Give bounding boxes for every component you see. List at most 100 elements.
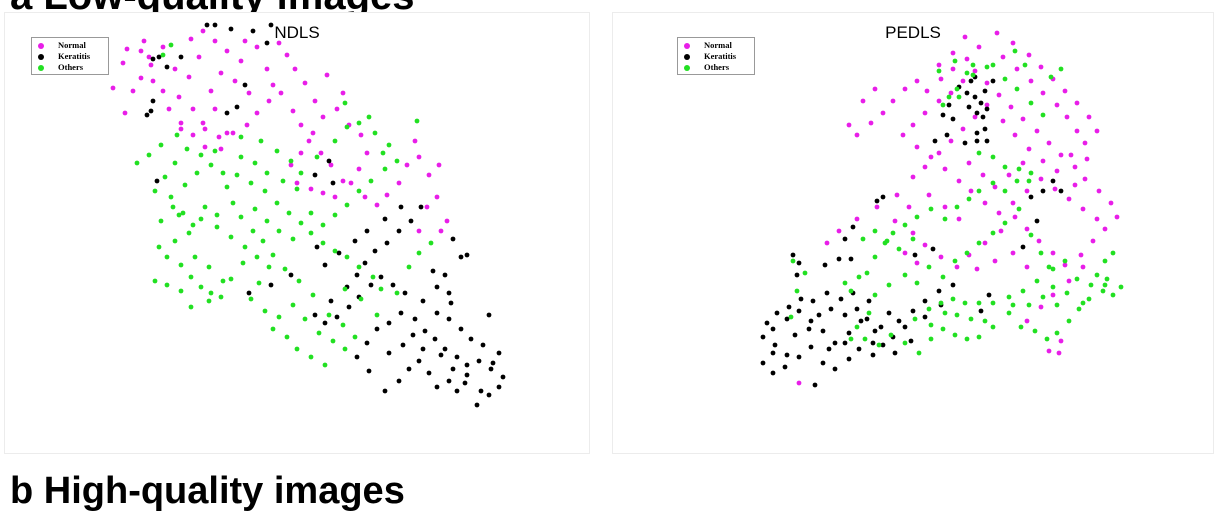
point-others [1048, 74, 1054, 80]
point-others [1066, 318, 1072, 324]
point-others [158, 218, 164, 224]
point-normal [1020, 116, 1026, 122]
point-others [890, 230, 896, 236]
point-others [964, 70, 970, 76]
point-normal [1072, 182, 1078, 188]
point-normal [166, 106, 172, 112]
point-others [954, 312, 960, 318]
point-keratitis [144, 112, 150, 118]
point-others [340, 322, 346, 328]
point-normal [998, 228, 1004, 234]
point-normal [972, 114, 978, 120]
point-others [1040, 112, 1046, 118]
point-others [374, 312, 380, 318]
point-normal [926, 192, 932, 198]
point-others [1100, 288, 1106, 294]
point-normal [928, 154, 934, 160]
point-normal [130, 88, 136, 94]
point-normal [348, 180, 354, 186]
point-normal [416, 154, 422, 160]
point-normal [150, 78, 156, 84]
point-keratitis [430, 268, 436, 274]
point-others [344, 202, 350, 208]
point-others [802, 270, 808, 276]
point-keratitis [268, 22, 274, 28]
point-normal [982, 200, 988, 206]
point-others [990, 154, 996, 160]
point-others [186, 230, 192, 236]
point-others [952, 332, 958, 338]
point-others [308, 210, 314, 216]
point-normal [1074, 128, 1080, 134]
point-keratitis [434, 310, 440, 316]
point-keratitis [984, 106, 990, 112]
point-others [276, 228, 282, 234]
point-normal [1038, 304, 1044, 310]
point-normal [1028, 78, 1034, 84]
legend-swatch [38, 54, 44, 61]
point-others [976, 300, 982, 306]
point-others [394, 158, 400, 164]
point-others [160, 52, 166, 58]
point-normal [302, 80, 308, 86]
point-normal [922, 242, 928, 248]
point-others [206, 264, 212, 270]
point-keratitis [962, 140, 968, 146]
point-others [962, 300, 968, 306]
point-normal [1108, 200, 1114, 206]
point-normal [1036, 238, 1042, 244]
point-others [1028, 100, 1034, 106]
point-normal [1064, 114, 1070, 120]
point-keratitis [446, 316, 452, 322]
point-others [926, 264, 932, 270]
point-keratitis [398, 204, 404, 210]
point-keratitis [824, 290, 830, 296]
scatter-plot-area [110, 22, 506, 408]
point-others [416, 250, 422, 256]
point-keratitis [812, 382, 818, 388]
point-others [220, 170, 226, 176]
point-keratitis [842, 236, 848, 242]
point-normal [120, 60, 126, 66]
point-normal [176, 94, 182, 100]
point-keratitis [902, 324, 908, 330]
point-others [310, 292, 316, 298]
point-others [1006, 310, 1012, 316]
point-others [238, 154, 244, 160]
point-keratitis [782, 364, 788, 370]
point-others [1020, 288, 1026, 294]
point-normal [362, 194, 368, 200]
point-keratitis [986, 292, 992, 298]
point-keratitis [390, 282, 396, 288]
point-normal [320, 190, 326, 196]
point-normal [868, 120, 874, 126]
point-others [134, 160, 140, 166]
point-normal [308, 186, 314, 192]
point-keratitis [488, 366, 494, 372]
point-keratitis [464, 372, 470, 378]
point-keratitis [446, 290, 452, 296]
point-normal [1040, 90, 1046, 96]
point-keratitis [468, 336, 474, 342]
point-keratitis [496, 350, 502, 356]
point-others [964, 336, 970, 342]
point-normal [914, 144, 920, 150]
point-normal [1034, 128, 1040, 134]
point-others [212, 148, 218, 154]
legend-swatch [684, 54, 690, 61]
point-normal [1056, 350, 1062, 356]
point-normal [846, 122, 852, 128]
point-normal [178, 126, 184, 132]
point-others [252, 206, 258, 212]
point-others [238, 214, 244, 220]
point-keratitis [454, 388, 460, 394]
point-others [1014, 86, 1020, 92]
point-others [294, 186, 300, 192]
point-keratitis [364, 340, 370, 346]
legend-item-others: Others [684, 62, 754, 73]
point-keratitis [966, 104, 972, 110]
point-normal [384, 192, 390, 198]
point-normal [836, 228, 842, 234]
point-keratitis [156, 54, 162, 60]
point-keratitis [784, 316, 790, 322]
